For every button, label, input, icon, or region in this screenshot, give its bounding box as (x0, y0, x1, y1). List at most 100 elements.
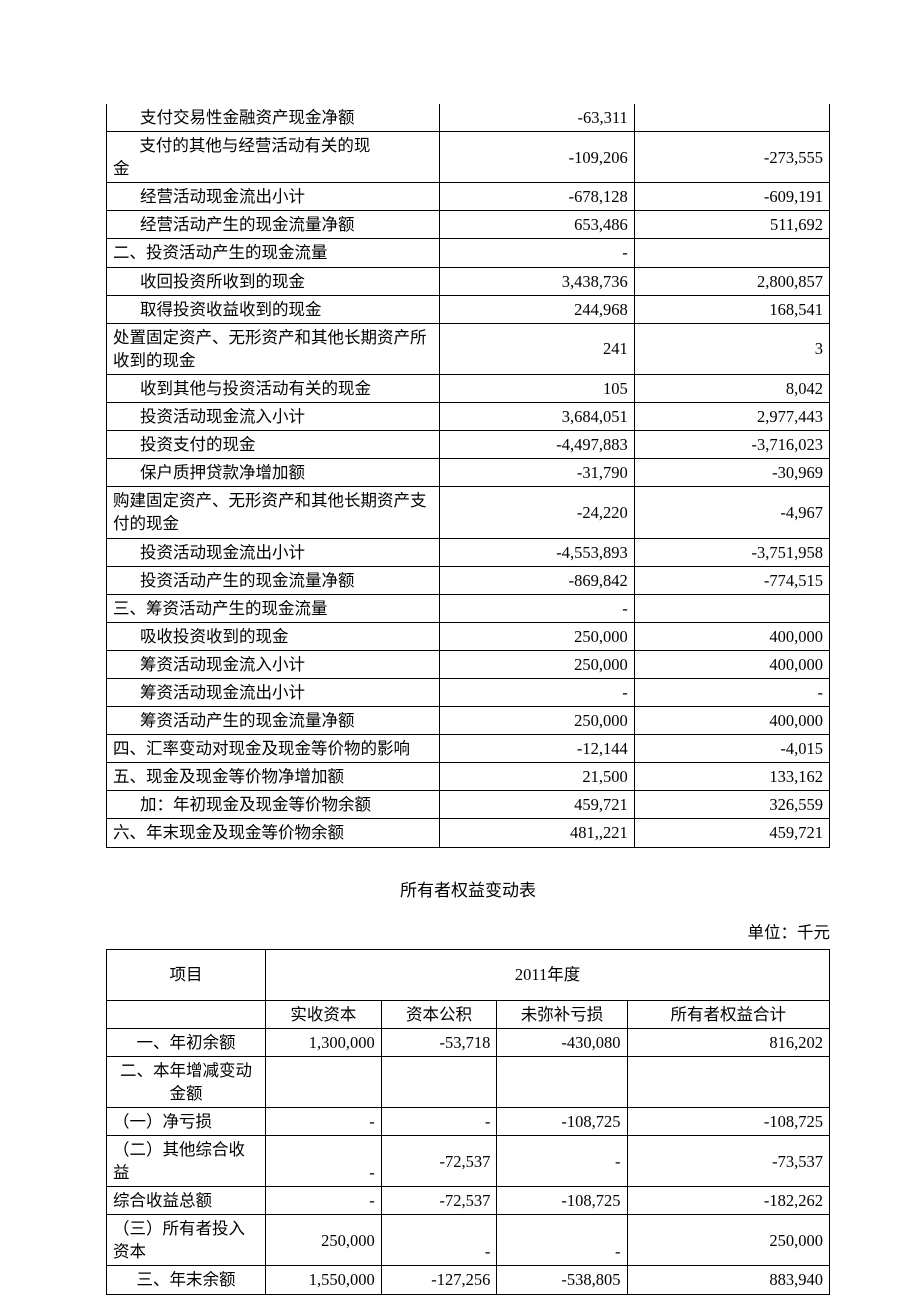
table-row: 筹资活动产生的现金流量净额250,000400,000 (107, 707, 830, 735)
row-c2 (381, 1056, 497, 1107)
row-value-2: 459,721 (634, 819, 829, 847)
row-c1 (266, 1056, 382, 1107)
table-row: 二、本年增减变动金额 (107, 1056, 830, 1107)
row-value-1: -869,842 (439, 566, 634, 594)
row-value-1: 459,721 (439, 791, 634, 819)
row-label: 投资支付的现金 (107, 431, 440, 459)
row-value-1: - (439, 678, 634, 706)
row-label: 一、年初余额 (107, 1028, 266, 1056)
row-value-1: 3,438,736 (439, 267, 634, 295)
equity-unit-label: 单位：千元 (106, 919, 830, 943)
row-value-2: -609,191 (634, 183, 829, 211)
row-c1: - (266, 1187, 382, 1215)
table-row: 处置固定资产、无形资产和其他长期资产所 收到的现金2413 (107, 323, 830, 374)
row-value-1: 244,968 (439, 295, 634, 323)
row-value-1: 21,500 (439, 763, 634, 791)
row-value-1: - (439, 239, 634, 267)
row-label: 筹资活动现金流出小计 (107, 678, 440, 706)
row-value-2: 2,800,857 (634, 267, 829, 295)
table-row: 收回投资所收到的现金3,438,7362,800,857 (107, 267, 830, 295)
table-row: 四、汇率变动对现金及现金等价物的影响-12,144-4,015 (107, 735, 830, 763)
row-value-2: -3,751,958 (634, 538, 829, 566)
row-value-1: 653,486 (439, 211, 634, 239)
row-c2: -72,537 (381, 1187, 497, 1215)
row-c1: - (266, 1136, 382, 1187)
row-c3: -430,080 (497, 1028, 627, 1056)
row-c2: - (381, 1215, 497, 1266)
table-row: （三）所有者投入资本250,000--250,000 (107, 1215, 830, 1266)
row-label: 经营活动产生的现金流量净额 (107, 211, 440, 239)
table-row: 投资支付的现金-4,497,883-3,716,023 (107, 431, 830, 459)
row-label: 支付的其他与经营活动有关的现金 (107, 132, 440, 183)
row-label: （一）净亏损 (107, 1107, 266, 1135)
row-value-1: 250,000 (439, 622, 634, 650)
row-c4: 883,940 (627, 1266, 829, 1294)
page-root: 支付交易性金融资产现金净额-63,311支付的其他与经营活动有关的现金-109,… (0, 0, 920, 1302)
table-row: 投资活动现金流出小计-4,553,893-3,751,958 (107, 538, 830, 566)
row-label: 投资活动产生的现金流量净额 (107, 566, 440, 594)
row-label: 筹资活动产生的现金流量净额 (107, 707, 440, 735)
row-value-2: -273,555 (634, 132, 829, 183)
table-row: （一）净亏损---108,725-108,725 (107, 1107, 830, 1135)
equity-col-3: 所有者权益合计 (627, 1000, 829, 1028)
row-value-1: -109,206 (439, 132, 634, 183)
row-label: 经营活动现金流出小计 (107, 183, 440, 211)
row-value-2: 511,692 (634, 211, 829, 239)
row-label: 五、现金及现金等价物净增加额 (107, 763, 440, 791)
row-c1: 1,550,000 (266, 1266, 382, 1294)
row-label: （二）其他综合收益 (107, 1136, 266, 1187)
row-label: 处置固定资产、无形资产和其他长期资产所 收到的现金 (107, 323, 440, 374)
row-label: 二、本年增减变动金额 (107, 1056, 266, 1107)
row-label: 三、筹资活动产生的现金流量 (107, 594, 440, 622)
row-value-2: 133,162 (634, 763, 829, 791)
row-label: （三）所有者投入资本 (107, 1215, 266, 1266)
row-label: 四、汇率变动对现金及现金等价物的影响 (107, 735, 440, 763)
cashflow-table: 支付交易性金融资产现金净额-63,311支付的其他与经营活动有关的现金-109,… (106, 104, 830, 848)
row-c1: 1,300,000 (266, 1028, 382, 1056)
row-c3 (497, 1056, 627, 1107)
equity-year-text: 2011年度 (515, 965, 580, 984)
row-value-2: 168,541 (634, 295, 829, 323)
table-row: 支付的其他与经营活动有关的现金-109,206-273,555 (107, 132, 830, 183)
row-c3: -108,725 (497, 1107, 627, 1135)
row-value-2 (634, 239, 829, 267)
row-c4: 250,000 (627, 1215, 829, 1266)
table-row: 五、现金及现金等价物净增加额21,500133,162 (107, 763, 830, 791)
row-c1: - (266, 1107, 382, 1135)
table-row: 综合收益总额--72,537-108,725-182,262 (107, 1187, 830, 1215)
equity-col-item: 项目 (107, 949, 266, 1000)
row-value-2: 400,000 (634, 707, 829, 735)
table-row: 二、投资活动产生的现金流量- (107, 239, 830, 267)
equity-blank-header (107, 1000, 266, 1028)
row-value-2: 8,042 (634, 374, 829, 402)
table-row: 取得投资收益收到的现金244,968168,541 (107, 295, 830, 323)
row-label: 取得投资收益收到的现金 (107, 295, 440, 323)
equity-table: 项目 2011年度 实收资本 资本公积 未弥补亏损 所有者权益合计 一、年初余额… (106, 949, 830, 1295)
table-row: 收到其他与投资活动有关的现金1058,042 (107, 374, 830, 402)
row-label: 收到其他与投资活动有关的现金 (107, 374, 440, 402)
row-c2: -72,537 (381, 1136, 497, 1187)
equity-col-year: 2011年度 (266, 949, 830, 1000)
table-row: 筹资活动现金流出小计-- (107, 678, 830, 706)
table-row: 投资活动现金流入小计3,684,0512,977,443 (107, 403, 830, 431)
row-value-2: 2,977,443 (634, 403, 829, 431)
table-row: 投资活动产生的现金流量净额-869,842-774,515 (107, 566, 830, 594)
row-value-1: 3,684,051 (439, 403, 634, 431)
table-row: 吸收投资收到的现金250,000400,000 (107, 622, 830, 650)
row-value-2: 326,559 (634, 791, 829, 819)
row-c4: -182,262 (627, 1187, 829, 1215)
row-label: 收回投资所收到的现金 (107, 267, 440, 295)
row-c4: 816,202 (627, 1028, 829, 1056)
row-c4: -73,537 (627, 1136, 829, 1187)
row-value-2: -30,969 (634, 459, 829, 487)
row-label: 支付交易性金融资产现金净额 (107, 104, 440, 132)
row-label: 吸收投资收到的现金 (107, 622, 440, 650)
row-c2: -53,718 (381, 1028, 497, 1056)
table-row: 六、年末现金及现金等价物余额481,,221459,721 (107, 819, 830, 847)
table-row: 经营活动产生的现金流量净额653,486511,692 (107, 211, 830, 239)
row-label: 保户质押贷款净增加额 (107, 459, 440, 487)
row-value-1: -678,128 (439, 183, 634, 211)
equity-col-1: 资本公积 (381, 1000, 497, 1028)
row-value-1: 241 (439, 323, 634, 374)
row-label: 三、年末余额 (107, 1266, 266, 1294)
